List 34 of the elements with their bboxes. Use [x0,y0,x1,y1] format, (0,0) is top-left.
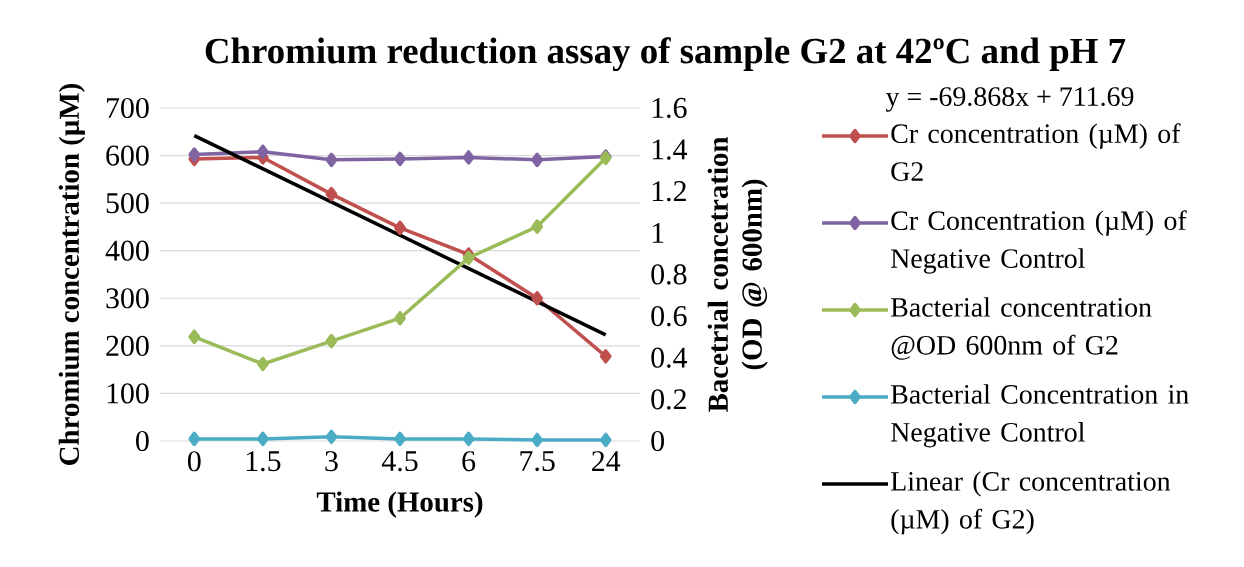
legend-label: Cr concentration (µM) of G2 [891,123,1181,181]
x-tick-label: 3 [325,451,338,472]
y2-tick-label: 1.6 [652,97,687,119]
y2-tick-label: 0.4 [651,347,688,368]
y-tick-label: 600 [106,145,149,166]
legend-label: Bacterial concentration @OD 600nm of G2 [891,297,1152,360]
y2-axis-title: Bacetrial concetration (OD @ 600nm) [707,136,768,412]
y-tick-label: 700 [106,97,149,119]
legend-label: Linear (Cr concentration (µM) of G2) [891,471,1171,535]
y2-tick-label: 0 [651,430,664,452]
x-tick-label: 7.5 [520,451,555,472]
x-axis-title: Time (Hours) [316,491,483,518]
x-tick-label: 0 [187,451,201,472]
y2-tick-label: 1.4 [652,139,688,160]
x-tick-label: 24 [592,451,621,471]
y-tick-label: 200 [106,335,149,356]
text: y = -69.868x + 711.69 [885,87,1134,112]
legend-label: Bacterial Concentration in Negative Control [891,384,1189,448]
x-tick-label: 4.5 [381,451,418,472]
y-axis-title: Chromium concentration (µM) [58,83,85,465]
legend-label: Cr Concentration (µM) of Negative Control [891,210,1187,274]
y-tick-label: 400 [105,240,149,261]
x-tick-label: 1.5 [246,451,281,472]
y-tick-label: 0 [136,430,149,452]
y2-tick-label: 1.2 [652,181,686,202]
y2-tick-label: 0.6 [651,305,687,327]
y2-tick-label: 0.8 [651,264,687,285]
y2-tick-label: 0.2 [651,389,686,410]
y-tick-label: 500 [106,193,149,214]
chart-title: Chromium reduction assay of sample G2 at 42ºC and pH 7 [205,37,1126,72]
x-tick-label: 6 [462,451,476,472]
y-tick-label: 100 [107,383,149,404]
y2-tick-label: 1 [652,222,664,243]
y-tick-label: 300 [106,288,149,309]
